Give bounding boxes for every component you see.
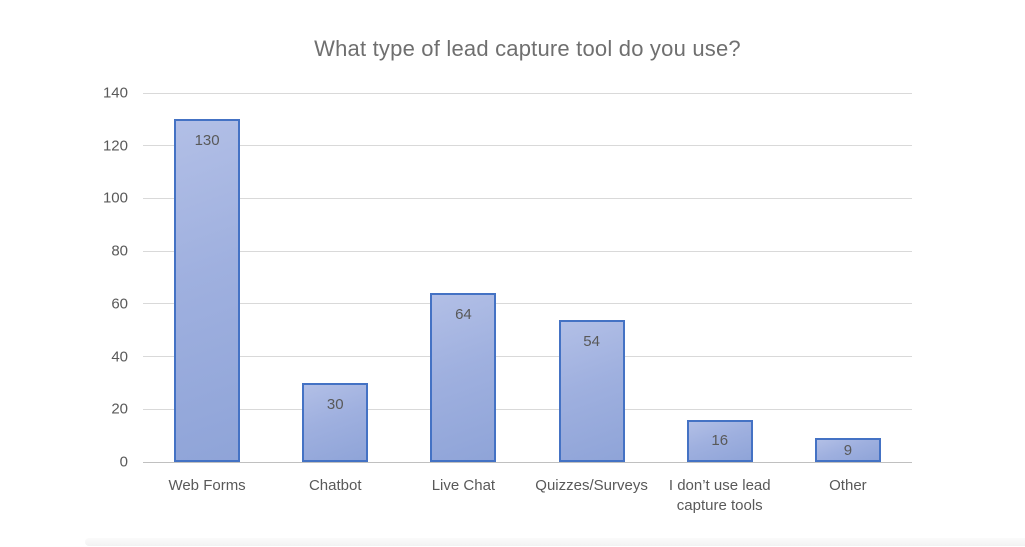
bar bbox=[430, 293, 497, 462]
y-axis-tick-label: 140 bbox=[102, 84, 128, 102]
gridline bbox=[143, 250, 912, 252]
gridline bbox=[143, 92, 912, 94]
bar bbox=[814, 438, 881, 462]
plot-area: 130 30 64 54 16 9 bbox=[143, 92, 912, 463]
y-axis-tick-label: 40 bbox=[111, 348, 128, 366]
x-axis-category-label: Other bbox=[829, 477, 867, 494]
bar-value-label: 64 bbox=[455, 306, 472, 324]
bar-value-label: 54 bbox=[583, 332, 600, 350]
y-axis-tick-label: 20 bbox=[111, 400, 128, 418]
bar-value-label: 30 bbox=[326, 395, 344, 413]
bottom-divider bbox=[85, 538, 1025, 546]
y-axis-tick-label: 80 bbox=[111, 242, 128, 260]
x-axis-line bbox=[143, 461, 912, 463]
x-axis-category-label: Live Chat bbox=[431, 477, 496, 494]
y-axis-tick-label: 120 bbox=[102, 137, 128, 155]
bar-value-label: 16 bbox=[711, 432, 729, 450]
bar-value-label: 130 bbox=[194, 132, 220, 150]
y-axis: 0 20 40 60 80 100 120 140 bbox=[0, 85, 128, 471]
gridline bbox=[143, 145, 912, 147]
bar bbox=[174, 119, 241, 462]
bar bbox=[558, 319, 625, 462]
y-axis-tick-label: 60 bbox=[111, 295, 128, 313]
bar bbox=[302, 382, 369, 462]
x-axis-category-label: I don’t use lead capture tools bbox=[668, 477, 771, 514]
bar bbox=[686, 419, 753, 462]
x-axis-category-label: Quizzes/Surveys bbox=[535, 477, 648, 494]
gridline bbox=[143, 408, 912, 410]
gridline bbox=[143, 197, 912, 199]
x-axis-category-label: Chatbot bbox=[308, 477, 362, 494]
chart-title: What type of lead capture tool do you us… bbox=[314, 36, 741, 61]
gridline bbox=[143, 303, 912, 305]
gridline bbox=[143, 356, 912, 358]
bar-value-label: 9 bbox=[843, 441, 853, 459]
y-axis-tick-label: 0 bbox=[119, 453, 128, 471]
y-axis-tick-label: 100 bbox=[102, 189, 128, 207]
x-axis-category-label: Web Forms bbox=[168, 477, 246, 494]
